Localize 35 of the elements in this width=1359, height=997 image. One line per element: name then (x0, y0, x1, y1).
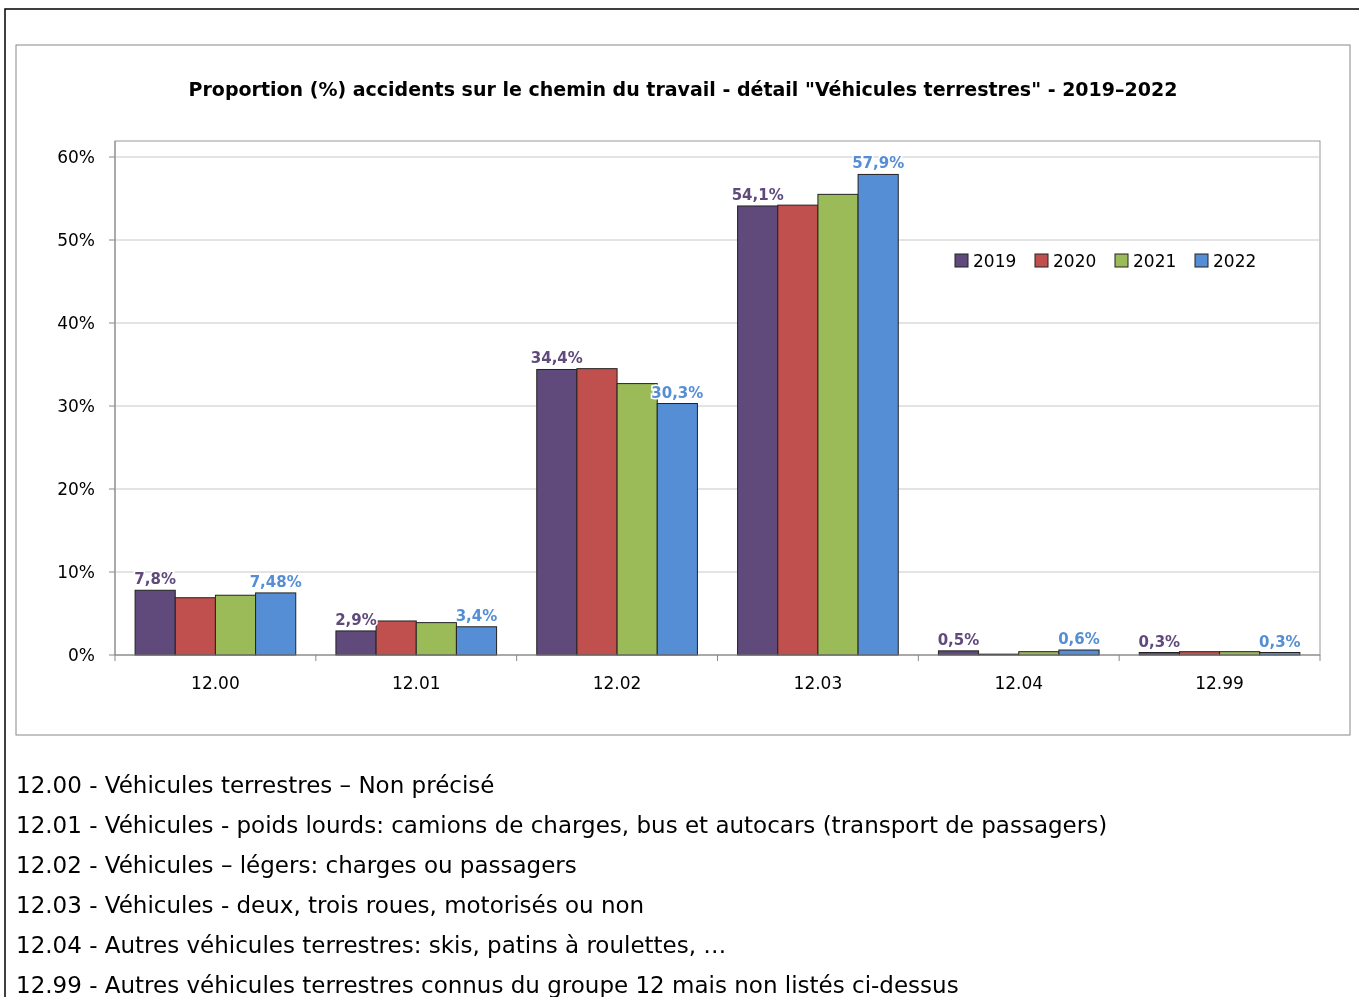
data-label: 2,9% (335, 610, 377, 629)
y-tick-label: 30% (57, 395, 95, 416)
x-tick-label: 12.99 (1195, 673, 1244, 693)
data-label: 57,9% (852, 154, 905, 173)
data-label: 0,3% (1259, 632, 1301, 651)
data-label: 0,6% (1058, 630, 1100, 649)
y-tick-label: 20% (57, 478, 95, 499)
y-tick-label: 10% (57, 561, 95, 582)
text: 12.01 - Véhicules - poids lourds: camions de charges, bus et autocars (transport de passagers) (16, 812, 1108, 838)
data-label: 34,4% (530, 349, 583, 368)
x-tick-label: 12.02 (592, 673, 642, 693)
text: 12.03 - Véhicules - deux, trois roues, motorisés ou non (16, 892, 645, 918)
text: 12.00 - Véhicules terrestres – Non précisé (16, 772, 495, 798)
y-tick-label: 40% (57, 312, 95, 333)
text: 12.99 - Autres véhicules terrestres connus du groupe 12 mais non listés ci-dessus (16, 972, 959, 997)
chart-title: Proportion (%) accidents sur le chemin du travail - détail "Véhicules terrestres" - 2019–2022 (188, 78, 1178, 100)
data-label: 3,4% (455, 606, 498, 625)
data-label: 0,5% (937, 630, 980, 649)
legend-label: 2020 (1053, 250, 1097, 271)
data-label: 7,8% (134, 570, 176, 589)
y-tick-label: 50% (57, 229, 95, 250)
text: 12.04 - Autres véhicules terrestres: skis, patins à roulettes, … (16, 932, 727, 958)
y-tick-label: 60% (57, 146, 95, 167)
x-tick-label: 12.03 (793, 673, 843, 693)
x-tick-label: 12.04 (994, 673, 1044, 693)
x-tick-label: 12.01 (391, 673, 441, 693)
legend-label: 2021 (1133, 250, 1177, 271)
data-label: 7,48% (249, 572, 302, 591)
legend-label: 2022 (1213, 250, 1257, 271)
text: 12.02 - Véhicules – légers: charges ou passagers (16, 852, 577, 878)
data-label: 54,1% (731, 185, 784, 204)
x-tick-label: 12.00 (191, 673, 240, 693)
data-label: 0,3% (1138, 632, 1181, 651)
y-tick-label: 0% (68, 644, 95, 665)
legend-label: 2019 (973, 250, 1017, 271)
